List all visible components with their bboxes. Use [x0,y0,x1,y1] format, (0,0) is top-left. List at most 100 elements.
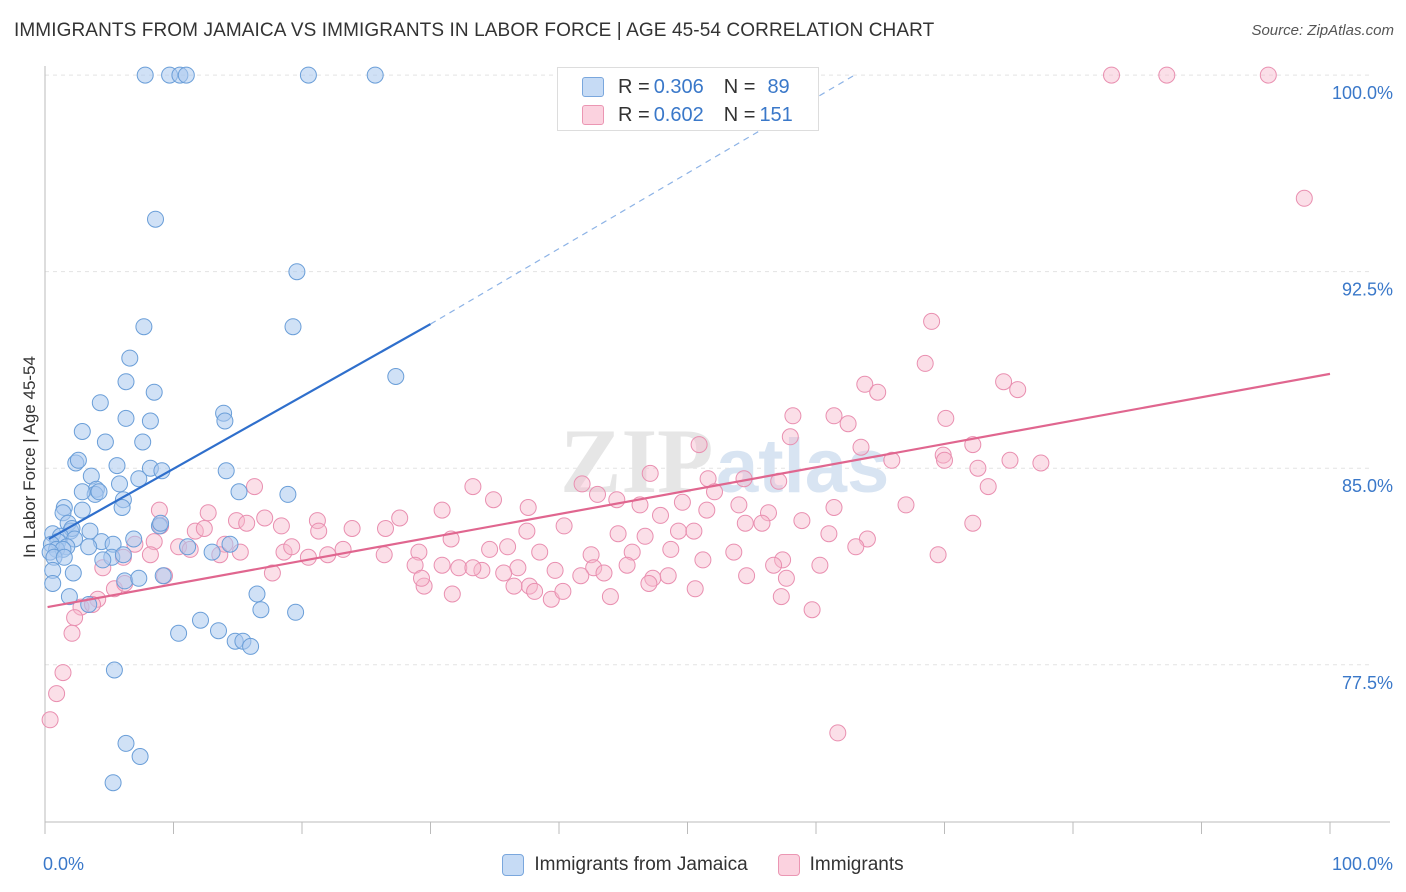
jamaica-point [130,569,148,587]
immigrants-point [793,512,811,530]
immigrants-point [343,520,361,537]
jamaica-point [216,412,234,430]
immigrants-point [499,538,517,556]
immigrants-point [725,543,743,561]
immigrants-point [589,485,606,503]
y-tick-label: 77.5% [1342,673,1393,693]
immigrants-point [519,499,537,516]
immigrants-point [509,559,527,577]
immigrants-point [923,312,941,330]
jamaica-point [117,373,135,391]
immigrants-point [772,588,790,606]
jamaica-point [113,499,131,516]
jamaica-point [366,66,384,84]
jamaica-point [114,546,132,564]
immigrants-point [730,496,748,514]
immigrants-point [847,538,865,556]
stats-n-value-immigrants: 151 [759,103,793,126]
immigrants-point [618,556,636,574]
immigrants-point [659,567,677,585]
immigrants-point [760,504,777,522]
jamaica-point [104,774,122,792]
immigrants-point [310,522,328,540]
axis-layer [44,66,1390,834]
legend-item-immigrants[interactable]: Immigrants [777,854,904,876]
immigrants-point [820,525,838,543]
immigrants-point [673,493,691,511]
immigrants-point [685,522,703,540]
trend-line-jamaica [48,323,432,540]
immigrants-point [829,724,847,742]
immigrants-point [601,588,619,606]
jamaica-point [210,622,227,640]
immigrants-point [852,438,870,456]
immigrants-point [66,609,84,627]
stats-r-label: R = [618,75,650,98]
immigrants-point [803,601,821,619]
watermark-atlas: atlas [716,424,889,509]
immigrants-point [916,354,934,372]
immigrants-point [410,543,428,561]
immigrants-point [636,527,654,545]
series-jamaica-points [41,66,405,792]
immigrants-point [623,543,641,561]
immigrants-point [753,514,771,532]
immigrants-point [694,551,712,569]
immigrants-point [662,540,680,558]
stats-n-label: N = [723,75,756,98]
immigrants-point [413,569,430,587]
immigrants-point [555,517,573,535]
x-tick-label: 100.0% [1332,854,1393,874]
immigrants-point [825,407,843,425]
stats-swatch-immigrants [582,105,604,125]
immigrants-point [825,499,843,516]
jamaica-point [179,538,197,556]
immigrants-point [765,556,783,574]
jamaica-point [287,603,305,621]
immigrants-point [573,475,591,493]
stats-row-jamaica: R = 0.306 N = 89 [582,73,790,101]
immigrants-point [698,501,716,519]
immigrants-point [856,375,874,393]
y-tick-label: 92.5% [1342,280,1393,300]
immigrants-point [595,564,613,582]
immigrants-point [485,491,502,509]
grid-layer [45,74,1370,666]
immigrants-point [969,459,987,477]
jamaica-point [91,394,109,412]
jamaica-point [152,514,170,532]
immigrants-point [774,551,792,569]
jamaica-point [221,535,239,553]
immigrants-point [706,483,723,501]
jamaica-point [121,349,139,367]
immigrants-point [246,478,263,496]
jamaica-point [117,409,135,427]
jamaica-point [80,538,98,556]
jamaica-point [203,543,221,561]
x-tick-label: 0.0% [43,854,84,874]
jamaica-point [130,470,148,488]
jamaica-point [69,451,87,469]
legend-swatch-immigrants [777,854,800,876]
immigrants-point [979,478,997,496]
jamaica-point [60,588,78,606]
jamaica-point [284,318,302,336]
immigrants-point [228,512,245,530]
immigrants-point [199,504,217,522]
immigrants-point [690,436,708,454]
immigrants-point [936,451,953,469]
jamaica-point [177,66,195,84]
immigrants-point [531,543,549,561]
immigrants-point [1259,66,1277,84]
trend-line-immigrants [47,372,1331,609]
jamaica-point [230,483,248,501]
stats-legend-box: R = 0.306 N = 89 R = 0.602 N = 151 [557,67,819,131]
legend-item-jamaica[interactable]: Immigrants from Jamaica [502,854,748,876]
jamaica-point [387,368,405,385]
immigrants-point [518,522,536,540]
immigrants-point [63,624,81,642]
immigrants-point [652,506,669,524]
jamaica-point [252,601,270,619]
jamaica-point [108,457,126,475]
jamaica-point [55,548,73,566]
